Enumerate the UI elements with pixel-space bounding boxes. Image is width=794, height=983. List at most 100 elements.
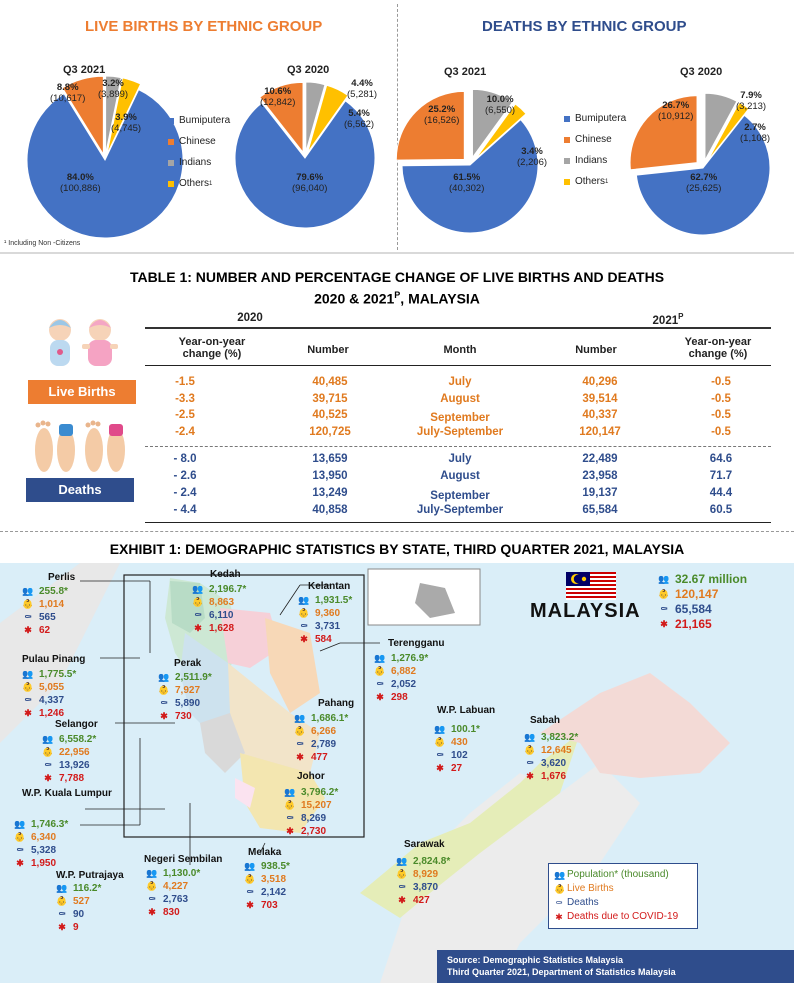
table-row-yoy-2021: 44.4: [709, 487, 733, 499]
birth-icon: 👶: [294, 726, 306, 736]
state-pulau-pinang-stats: 👥 1,775.5* 👶 5,055 ⚰ 4,337 ✱ 1,246: [20, 668, 76, 720]
death-icon: ⚰: [160, 698, 168, 708]
state-negeri-sembilan: Negeri Sembilan: [144, 854, 223, 865]
population-icon: 👥: [374, 653, 386, 663]
covid-icon: ✱: [555, 911, 563, 922]
pie-quarter: Q3 2020: [287, 64, 330, 76]
deaths-title: DEATHS BY ETHNIC GROUP: [482, 18, 687, 35]
population-icon: 👥: [14, 819, 26, 829]
exhibit-title: EXHIBIT 1: DEMOGRAPHIC STATISTICS BY STA…: [109, 541, 685, 557]
table-row-yoy-2021: -0.5: [711, 426, 731, 438]
state-johor-stats: 👥 3,796.2* 👶 15,207 ⚰ 8,269 ✱ 2,730: [282, 786, 338, 838]
pie-label-chinese: 26.7% (10,912): [658, 100, 694, 122]
pie-slice-bumiputera: [26, 88, 184, 239]
covid-icon: ✱: [194, 623, 202, 633]
death-icon: ⚰: [58, 909, 66, 919]
state-johor: Johor: [297, 771, 325, 782]
table-row-number-2020: 13,249: [312, 487, 348, 499]
population-icon: 👥: [284, 787, 296, 797]
header-number-2021: Number: [575, 344, 617, 356]
table-row-number-2021: 120,147: [579, 426, 621, 438]
covid-icon: ✱: [300, 634, 308, 644]
pie-slice-indians: [305, 81, 326, 153]
birth-icon: 👶: [658, 589, 670, 599]
state-melaka-stats: 👥 938.5* 👶 3,518 ⚰ 2,142 ✱ 703: [242, 860, 290, 912]
pie-quarter: Q3 2020: [680, 66, 723, 78]
state-wp-putrajaya: W.P. Putrajaya: [56, 870, 124, 881]
legend-swatch-bumiputera: [564, 115, 570, 122]
death-icon: ⚰: [398, 882, 406, 892]
pie-label-others: 3.4% (2,206): [517, 146, 548, 168]
table-row-month: September: [430, 490, 490, 502]
table-row-number-2021: 39,514: [582, 393, 618, 405]
covid-icon: ✱: [660, 619, 668, 629]
table-row-month: July: [448, 376, 472, 388]
state-selangor-stats: 👥 6,558.2* 👶 22,956 ⚰ 13,926 ✱ 7,788: [40, 733, 96, 785]
state-sabah-stats: 👥 3,823.2* 👶 12,645 ⚰ 3,620 ✱ 1,676: [522, 731, 578, 783]
pie-slice-others: [474, 103, 527, 160]
table-row-yoy-2020: - 2.4: [173, 487, 197, 499]
year-2020: 2020: [237, 312, 263, 324]
table-row-month: September: [430, 412, 490, 424]
table-title: TABLE 1: NUMBER AND PERCENTAGE CHANGE OF…: [129, 269, 665, 307]
table-row-month: July: [448, 453, 472, 465]
birth-icon: 👶: [244, 874, 256, 884]
state-kedah: Kedah: [210, 569, 241, 580]
covid-icon: ✱: [24, 625, 32, 635]
population-icon: 👥: [56, 883, 68, 893]
covid-icon: ✱: [296, 752, 304, 762]
state-sarawak: Sarawak: [404, 839, 445, 850]
state-wp-labuan: W.P. Labuan: [437, 705, 496, 716]
death-icon: ⚰: [44, 760, 52, 770]
kedah-shape: [170, 581, 205, 633]
inset-frame: [123, 574, 365, 838]
source-line-2: Third Quarter 2021, Department of Statis…: [447, 967, 676, 977]
header-yoy-2021: Year-on-year change (%): [684, 336, 752, 360]
pie-slice-indians: [105, 75, 122, 155]
birth-icon: 👶: [434, 737, 446, 747]
top-separator: [0, 252, 794, 254]
death-icon: ⚰: [660, 604, 668, 614]
legend-swatch-others: [168, 180, 174, 187]
national-totals: 👥 32.67 million 👶 120,147 ⚰ 65,584 ✱ 21,165: [656, 572, 747, 632]
state-terengganu: Terengganu: [388, 638, 445, 649]
sarawak-shape: [360, 733, 580, 918]
table-row-number-2020: 40,858: [312, 504, 348, 516]
birth-icon: 👶: [554, 883, 566, 894]
table-row-month: July-September: [416, 426, 504, 438]
table-row-number-2021: 19,137: [582, 487, 618, 499]
population-icon: 👥: [22, 669, 34, 679]
kelantan-shape: [220, 608, 280, 668]
population-icon: 👥: [554, 869, 566, 880]
covid-icon: ✱: [44, 773, 52, 783]
selangor-shape: [200, 713, 245, 773]
state-pahang-stats: 👥 1,686.1* 👶 6,266 ⚰ 2,789 ✱ 477: [292, 712, 348, 764]
table-row-number-2021: 65,584: [582, 504, 618, 516]
perak-shape: [180, 633, 240, 738]
table-row-number-2020: 13,659: [312, 453, 348, 465]
state-sarawak-stats: 👥 2,824.8* 👶 8,929 ⚰ 3,870 ✱ 427: [394, 855, 450, 907]
pie-label-indians: 3.2% (3,899): [98, 78, 129, 100]
pie-slice-others: [307, 84, 349, 153]
melaka-shape: [235, 778, 255, 808]
pie-label-bumiputera: 84.0% (100,886): [60, 172, 101, 194]
pie-slice-bumiputera: [234, 100, 376, 229]
header-month: Month: [443, 344, 477, 356]
covid-icon: ✱: [160, 711, 168, 721]
legend-swatch-others: [564, 178, 570, 185]
death-icon: ⚰: [286, 813, 294, 823]
population-icon: 👥: [146, 868, 158, 878]
population-icon: 👥: [298, 595, 310, 605]
state-kelantan-stats: 👥 1,931.5* 👶 9,360 ⚰ 3,731 ✱ 584: [296, 594, 352, 646]
section-divider: [397, 4, 398, 250]
legend-swatch-chinese: [564, 136, 570, 143]
covid-icon: ✱: [58, 922, 66, 932]
year-2021: 2021P: [652, 312, 684, 327]
table-row-yoy-2020: - 8.0: [173, 453, 197, 465]
pie-slice-indians: [704, 92, 738, 161]
table-row-number-2021: 40,337: [582, 409, 618, 421]
mid-separator: [0, 531, 794, 532]
table-row-month: August: [440, 393, 480, 405]
population-icon: 👥: [396, 856, 408, 866]
state-melaka: Melaka: [248, 847, 282, 858]
